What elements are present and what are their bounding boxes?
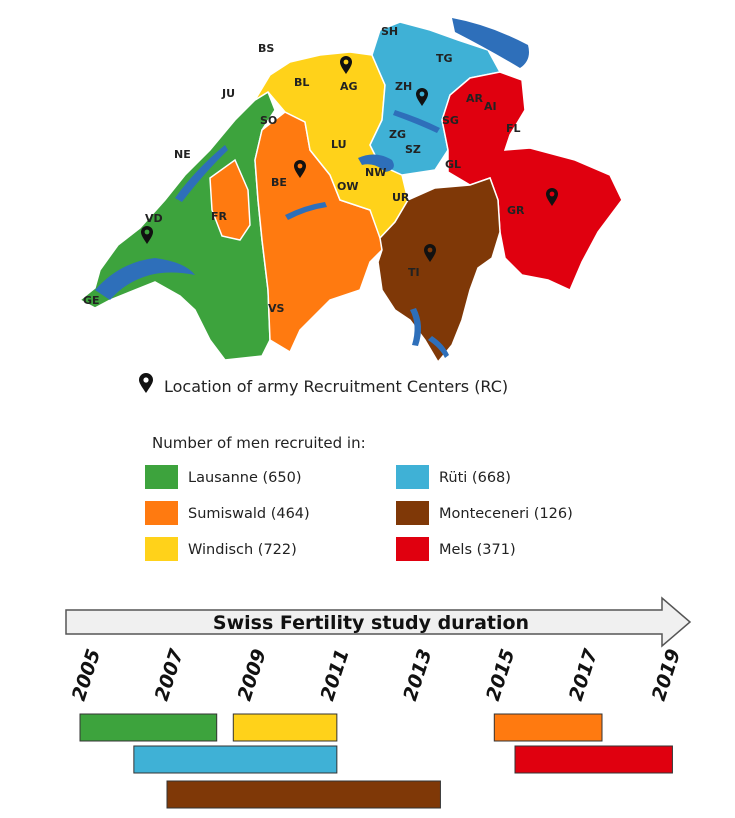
- legend-title: Number of men recruited in:: [152, 434, 366, 452]
- map-pin-icon: [546, 188, 558, 206]
- year-label-2015: 2015: [482, 646, 519, 703]
- canton-label-bl: BL: [294, 76, 309, 89]
- canton-label-ar: AR: [466, 92, 484, 105]
- region-fr: [209, 158, 251, 241]
- recruitment-pins: [141, 56, 558, 262]
- map-pin-icon: [424, 244, 436, 262]
- lakes: [95, 18, 529, 358]
- pin-caption-row: Location of army Recruitment Centers (RC…: [139, 373, 508, 396]
- lake-zurich: [393, 110, 440, 133]
- year-label-2007: 2007: [151, 646, 189, 704]
- map-pin-icon: [139, 373, 153, 393]
- year-label-2005: 2005: [68, 646, 105, 703]
- timeline-bar-monteceneri: [166, 780, 441, 809]
- canton-label-ge: GE: [83, 294, 100, 307]
- timeline-bar-windisch: [232, 713, 338, 742]
- lake-thun: [285, 202, 327, 220]
- legend-label-sumiswald: Sumiswald (464): [188, 506, 310, 522]
- canton-label-nw: NW: [365, 166, 386, 179]
- lake-lugano: [428, 336, 449, 358]
- timeline-title: Swiss Fertility study duration: [213, 612, 529, 634]
- legend-swatch-ruti: [396, 465, 429, 489]
- legend-label-monteceneri: Monteceneri (126): [439, 506, 573, 522]
- lake-maggiore: [410, 308, 422, 346]
- canton-label-ti: TI: [408, 266, 420, 279]
- canton-label-tg: TG: [436, 52, 453, 65]
- canton-label-fr: FR: [211, 210, 228, 223]
- year-label-2017: 2017: [565, 646, 603, 704]
- canton-label-lu: LU: [331, 138, 347, 151]
- lake-constance: [452, 18, 529, 68]
- timeline-arrow: [65, 596, 692, 648]
- timeline-bar-rti: [133, 745, 338, 774]
- year-label-2011: 2011: [316, 646, 353, 703]
- lake-neuchatel: [175, 145, 228, 202]
- legend-swatch-mels: [396, 537, 429, 561]
- lake-lucerne: [358, 154, 394, 172]
- canton-label-sz: SZ: [405, 143, 421, 156]
- canton-label-ai: AI: [484, 100, 497, 113]
- timeline-bar-lausanne: [79, 713, 218, 742]
- year-label-2019: 2019: [648, 646, 685, 703]
- year-label-2013: 2013: [399, 646, 436, 703]
- year-label-2009: 2009: [234, 646, 271, 703]
- canton-label-fl: FL: [506, 122, 521, 135]
- timeline-bar-mels: [514, 745, 673, 774]
- map-pin-icon: [141, 226, 153, 244]
- timeline-bars: [79, 713, 673, 809]
- canton-label-sg: SG: [442, 114, 459, 127]
- canton-label-vs: VS: [268, 302, 285, 315]
- region-windisch: [254, 51, 409, 240]
- canton-label-ur: UR: [392, 191, 410, 204]
- timeline-year-labels: 2005 2007 2009 2011 2013 2015 2017 2019: [68, 646, 685, 704]
- timeline: Swiss Fertility study duration 2005 2007 2…: [65, 596, 692, 809]
- lake-geneva: [95, 258, 195, 300]
- canton-label-ju: JU: [221, 87, 235, 100]
- map-pin-icon: [294, 160, 306, 178]
- canton-label-ag: AG: [340, 80, 358, 93]
- canton-labels: BS BL AG SH TG ZH AR AI JU SO SG FL LU Z…: [83, 25, 525, 315]
- legend-label-ruti: Rüti (668): [439, 470, 511, 486]
- canton-label-vd: VD: [145, 212, 163, 225]
- map-pin-icon: [416, 88, 428, 106]
- canton-label-zh: ZH: [395, 80, 412, 93]
- canton-label-gl: GL: [445, 158, 461, 171]
- map-pin-icon: [340, 56, 352, 74]
- legend-swatch-windisch: [145, 537, 178, 561]
- timeline-bar-sumiswald: [493, 713, 603, 742]
- region-mels: [441, 71, 623, 291]
- canton-label-sh: SH: [381, 25, 398, 38]
- legend: Number of men recruited in: Lausanne (65…: [145, 434, 573, 561]
- canton-label-ow: OW: [337, 180, 358, 193]
- region-monteceneri: [377, 177, 501, 364]
- canton-label-zg: ZG: [389, 128, 406, 141]
- canton-label-ne: NE: [174, 148, 191, 161]
- legend-label-mels: Mels (371): [439, 542, 516, 558]
- canton-label-so: SO: [260, 114, 277, 127]
- legend-label-lausanne: Lausanne (650): [188, 470, 302, 486]
- legend-swatch-lausanne: [145, 465, 178, 489]
- pin-caption: Location of army Recruitment Centers (RC…: [164, 377, 508, 396]
- canton-label-bs: BS: [258, 42, 274, 55]
- switzerland-map: BS BL AG SH TG ZH AR AI JU SO SG FL LU Z…: [78, 18, 623, 364]
- legend-swatch-sumiswald: [145, 501, 178, 525]
- canton-label-be: BE: [271, 176, 287, 189]
- legend-label-windisch: Windisch (722): [188, 542, 297, 558]
- legend-swatch-monteceneri: [396, 501, 429, 525]
- canton-label-gr: GR: [507, 204, 525, 217]
